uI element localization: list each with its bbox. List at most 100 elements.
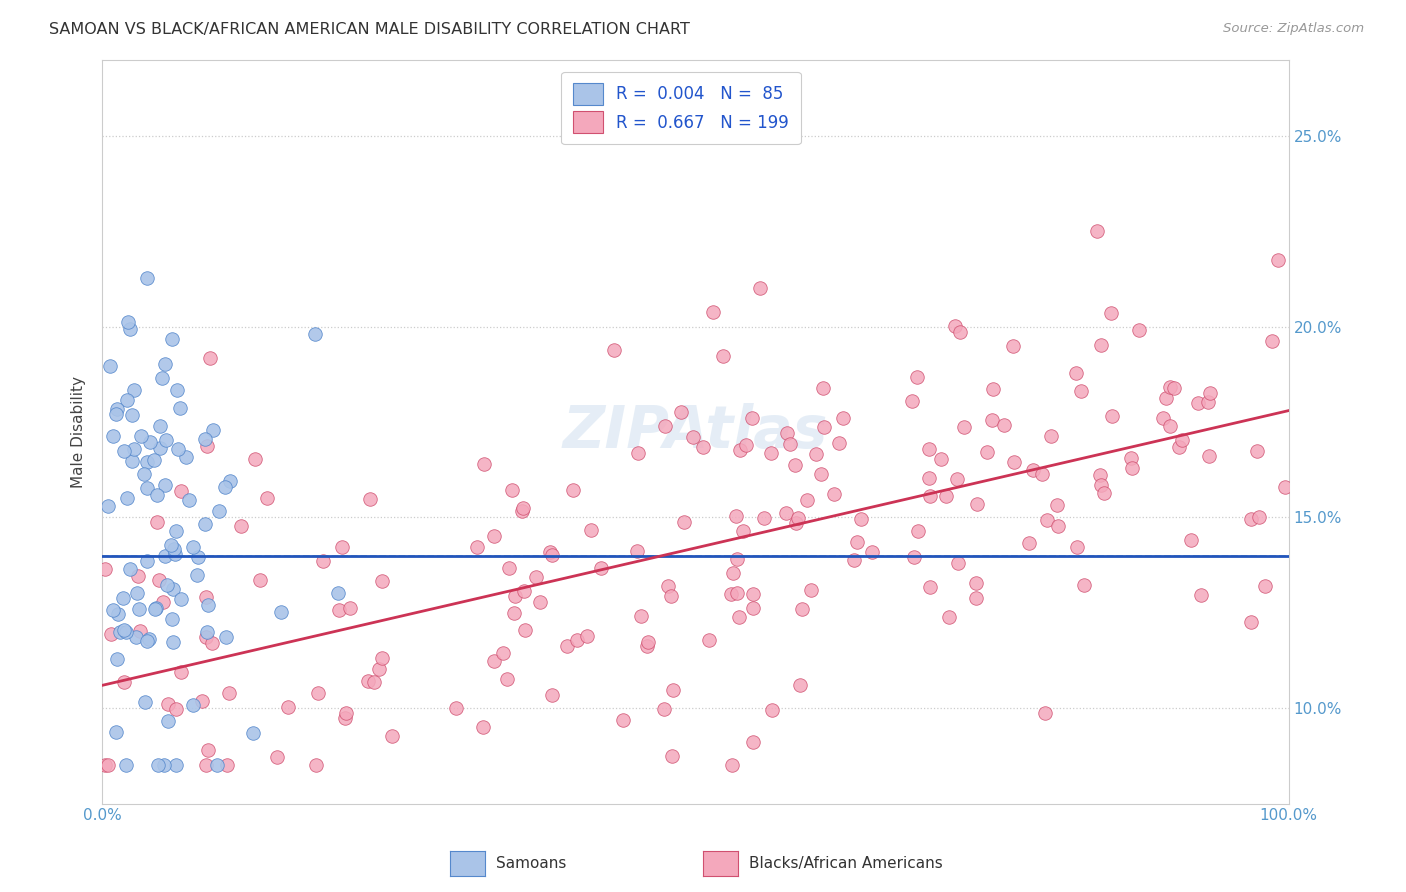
Point <box>512 500 534 515</box>
Point <box>207 758 229 772</box>
Point <box>907 370 929 384</box>
Point <box>328 585 350 599</box>
Point <box>1180 533 1202 547</box>
Point <box>170 665 193 679</box>
Point <box>465 540 488 554</box>
Point <box>98 359 121 373</box>
Point <box>761 703 783 717</box>
Point <box>145 601 167 615</box>
Point <box>195 590 218 604</box>
Point <box>94 758 117 772</box>
Point <box>501 483 523 498</box>
Point <box>242 726 264 740</box>
Point <box>800 582 823 597</box>
Point <box>128 602 150 616</box>
Point <box>1274 480 1296 494</box>
Point <box>357 674 380 689</box>
Point <box>112 444 135 458</box>
Point <box>359 492 381 507</box>
Point <box>562 483 585 497</box>
Point <box>1031 467 1053 482</box>
Point <box>153 758 176 772</box>
Point <box>166 524 188 538</box>
Point <box>167 442 190 456</box>
Point <box>1047 518 1070 533</box>
Point <box>1163 381 1185 395</box>
Text: Source: ZipAtlas.com: Source: ZipAtlas.com <box>1223 22 1364 36</box>
Point <box>785 516 807 531</box>
Point <box>529 595 551 609</box>
Point <box>1239 615 1261 629</box>
Point <box>981 382 1004 396</box>
Point <box>731 524 754 538</box>
Point <box>1239 512 1261 526</box>
Point <box>243 452 266 467</box>
Point <box>169 401 191 416</box>
Point <box>697 633 720 648</box>
Point <box>157 697 180 711</box>
Point <box>153 357 176 371</box>
Point <box>191 694 214 708</box>
Point <box>659 590 682 604</box>
Point <box>1022 463 1045 477</box>
Point <box>1101 409 1123 424</box>
Point <box>727 610 749 624</box>
Point <box>496 672 519 686</box>
Point <box>125 586 148 600</box>
Point <box>935 489 957 503</box>
Point <box>776 426 799 441</box>
Point <box>1197 395 1219 409</box>
Point <box>304 326 326 341</box>
Point <box>202 423 225 437</box>
Point <box>741 411 763 425</box>
Point <box>197 599 219 613</box>
Point <box>105 402 128 417</box>
Point <box>603 343 626 357</box>
Point <box>810 467 832 482</box>
Point <box>918 580 941 594</box>
Point <box>555 640 578 654</box>
Point <box>105 651 128 665</box>
Point <box>270 605 292 619</box>
Point <box>775 507 797 521</box>
Point <box>195 624 218 639</box>
Text: Blacks/African Americans: Blacks/African Americans <box>749 856 943 871</box>
Point <box>115 758 138 772</box>
Point <box>330 540 353 554</box>
Point <box>215 630 238 644</box>
Point <box>541 548 564 562</box>
Point <box>105 407 128 421</box>
Point <box>194 630 217 644</box>
Point <box>101 603 124 617</box>
Point <box>813 420 835 434</box>
Point <box>181 540 204 554</box>
Point <box>367 661 389 675</box>
Point <box>112 624 135 638</box>
Point <box>121 408 143 422</box>
Point <box>1247 510 1270 524</box>
Point <box>1088 467 1111 482</box>
Point <box>100 627 122 641</box>
Point <box>918 489 941 503</box>
Point <box>1018 536 1040 550</box>
Point <box>1073 578 1095 592</box>
Point <box>1246 444 1268 458</box>
Point <box>121 454 143 468</box>
Point <box>1090 478 1112 492</box>
Point <box>1187 396 1209 410</box>
Point <box>512 504 534 518</box>
Point <box>749 280 772 294</box>
Point <box>138 632 160 646</box>
Point <box>1121 461 1143 475</box>
Legend: R =  0.004   N =  85, R =  0.667   N = 199: R = 0.004 N = 85, R = 0.667 N = 199 <box>561 71 801 145</box>
Point <box>1154 391 1177 405</box>
Point <box>482 653 505 667</box>
Point <box>1254 579 1277 593</box>
Point <box>498 560 520 574</box>
Point <box>1168 440 1191 454</box>
Point <box>194 433 217 447</box>
Point <box>145 515 167 529</box>
Point <box>163 541 186 556</box>
Point <box>120 321 142 335</box>
Point <box>790 602 813 616</box>
